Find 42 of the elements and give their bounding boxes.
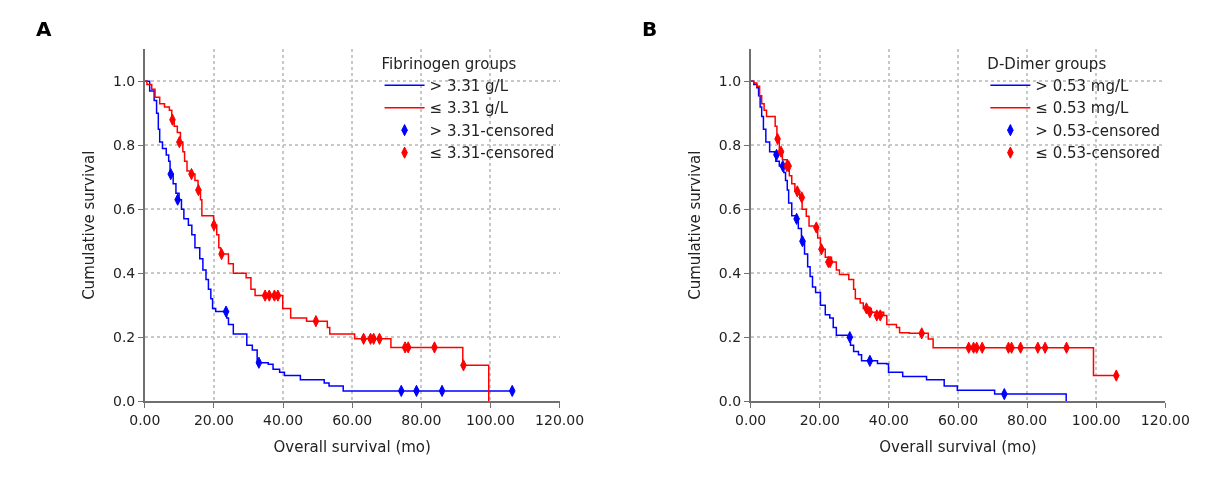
legend-label: ≤ 3.31-censored	[429, 144, 555, 163]
x-tick-label: 40.00	[868, 411, 909, 428]
text: B	[642, 17, 658, 41]
x-tick-label: 0.00	[129, 411, 161, 428]
legend-title: Fibrinogen groups	[381, 54, 517, 73]
x-tick-label: 120.00	[535, 411, 585, 428]
legend-label: ≤ 3.31 g/L	[429, 99, 509, 118]
y-tick-label: 0.8	[113, 137, 136, 154]
x-tick-label: 20.00	[193, 411, 234, 428]
x-tick-label: 60.00	[332, 411, 373, 428]
x-axis-title: Overall survival (mo)	[879, 438, 1037, 457]
legend-label: > 0.53-censored	[1035, 121, 1161, 140]
y-tick-label: 0.4	[718, 265, 742, 282]
x-tick-label: 60.00	[937, 411, 979, 428]
y-axis-title: Cumulative survival	[79, 150, 98, 300]
y-tick-label: 0.2	[718, 329, 742, 346]
x-tick-label: 20.00	[799, 411, 840, 428]
y-axis-title: Cumulative survival	[685, 150, 704, 300]
y-tick-label: 0.0	[113, 393, 136, 410]
text: A	[36, 17, 52, 41]
x-axis-title: Overall survival (mo)	[273, 438, 431, 457]
x-tick-label: 100.00	[465, 411, 515, 428]
x-tick-label: 40.00	[263, 411, 304, 428]
legend-label: > 0.53 mg/L	[1035, 76, 1130, 95]
legend-label: ≤ 0.53 mg/L	[1035, 99, 1130, 118]
y-tick-label: 0.8	[718, 137, 742, 154]
x-tick-label: 120.00	[1140, 411, 1190, 428]
legend-label: > 3.31 g/L	[429, 76, 509, 95]
x-tick-label: 100.00	[1071, 411, 1121, 428]
legend-label: ≤ 0.53-censored	[1035, 144, 1161, 163]
y-tick-label: 0.6	[718, 201, 742, 218]
y-tick-label: 1.0	[718, 73, 742, 90]
legend-title: D-Dimer groups	[987, 54, 1107, 73]
x-tick-label: 80.00	[1007, 411, 1048, 428]
y-tick-label: 0.2	[113, 329, 136, 346]
y-tick-label: 0.0	[718, 393, 742, 410]
y-tick-label: 0.6	[113, 201, 136, 218]
x-tick-label: 80.00	[401, 411, 442, 428]
x-tick-label: 0.00	[735, 411, 767, 428]
y-tick-label: 0.4	[113, 265, 136, 282]
y-tick-label: 1.0	[113, 73, 136, 90]
legend-label: > 3.31-censored	[429, 121, 555, 140]
